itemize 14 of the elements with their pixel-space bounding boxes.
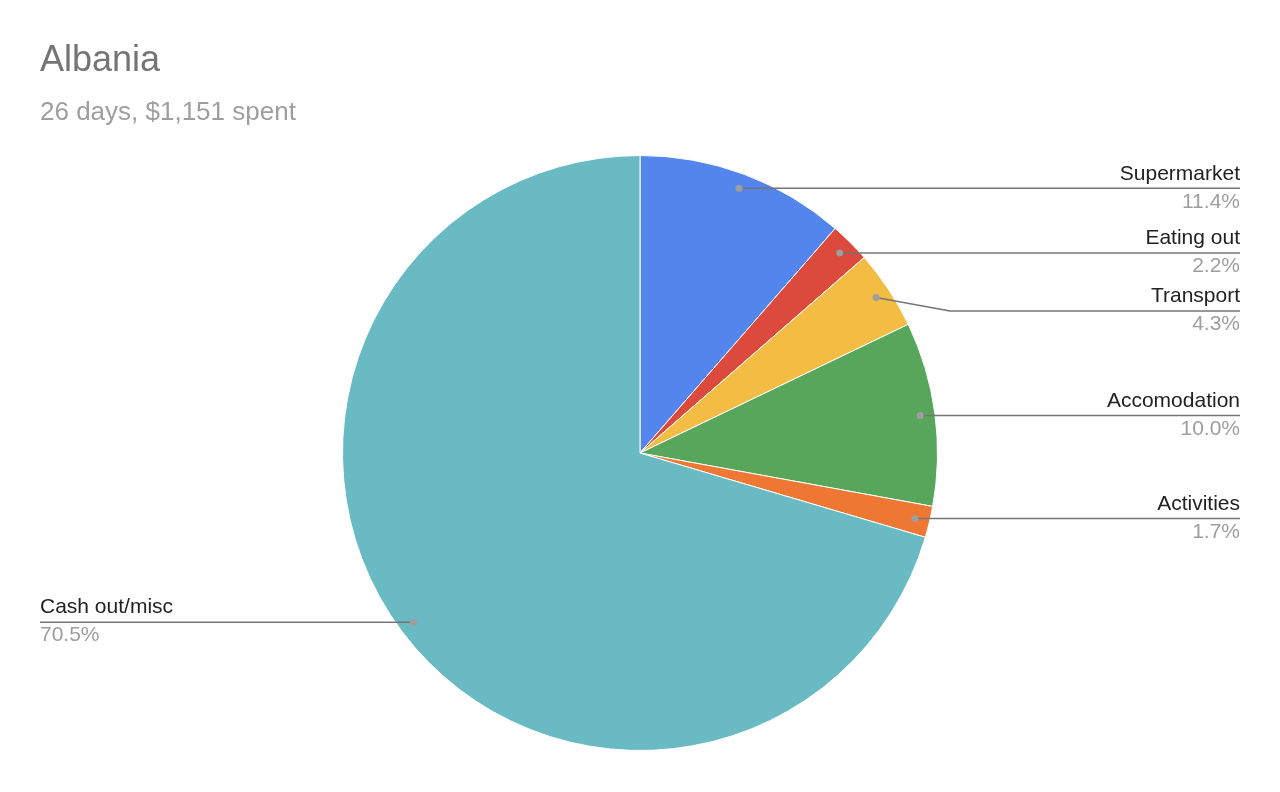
slice-label: Eating out <box>1145 225 1241 249</box>
slice-label: Cash out/misc <box>40 594 174 618</box>
data-label: 10.0% <box>1180 415 1240 439</box>
slice-label: Accomodation <box>1106 387 1240 411</box>
slice-label: Activities <box>1157 490 1240 514</box>
data-label: 4.3% <box>1192 311 1240 335</box>
data-label: 1.7% <box>1192 518 1240 542</box>
slice-label: Transport <box>1150 283 1241 307</box>
chart-title: Albania <box>40 38 161 80</box>
data-label: 70.5% <box>40 622 100 646</box>
data-label: 11.4% <box>1182 188 1240 212</box>
slice-label: Supermarket <box>1119 160 1241 184</box>
data-label: 2.2% <box>1192 253 1240 277</box>
chart-subtitle: 26 days, $1,151 spent <box>40 96 296 127</box>
